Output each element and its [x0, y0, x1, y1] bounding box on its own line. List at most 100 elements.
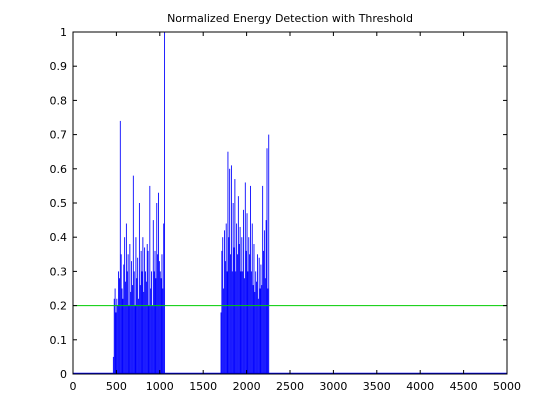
energy-bar [147, 250, 149, 374]
energy-bar [221, 250, 223, 374]
energy-bar [233, 247, 235, 374]
energy-bar [119, 120, 121, 374]
energy-bar [155, 278, 157, 374]
energy-bar [236, 223, 238, 374]
energy-bar [140, 250, 142, 374]
energy-bar [137, 257, 139, 374]
x-tick-label: 1000 [146, 380, 174, 393]
energy-bar [227, 151, 229, 374]
energy-bar [128, 305, 130, 374]
energy-bar [230, 254, 231, 374]
energy-bar [160, 278, 162, 374]
energy-bar [154, 250, 156, 374]
energy-bar [141, 271, 143, 374]
energy-bar [238, 244, 240, 374]
energy-bar [256, 281, 258, 374]
energy-bar [264, 278, 266, 374]
x-tick-label: 4000 [406, 380, 434, 393]
energy-bar [265, 220, 267, 374]
energy-bar [164, 32, 166, 374]
x-tick-label: 2500 [276, 380, 304, 393]
energy-bar [237, 254, 238, 374]
energy-bar [246, 213, 248, 374]
energy-bar [253, 244, 255, 374]
energy-bar [237, 196, 239, 374]
energy-bar [136, 278, 138, 374]
energy-bar [162, 288, 164, 374]
energy-bar [161, 254, 163, 374]
energy-bar [150, 288, 152, 374]
energy-bar [138, 298, 139, 374]
energy-bars [73, 32, 507, 375]
energy-bar [260, 264, 262, 374]
energy-bar [138, 203, 140, 374]
energy-bar [243, 278, 245, 374]
energy-bar [235, 271, 237, 374]
energy-bar [245, 250, 247, 374]
energy-bar [132, 285, 133, 374]
energy-bar [151, 305, 153, 374]
y-tick-label: 0.1 [50, 334, 68, 347]
energy-bar [268, 134, 270, 374]
energy-bar [114, 288, 116, 374]
energy-bar [131, 261, 133, 374]
energy-bar [145, 281, 147, 374]
energy-bar [152, 220, 154, 374]
energy-bar [263, 230, 265, 374]
energy-bar [224, 230, 225, 374]
x-tick-label: 4500 [450, 380, 478, 393]
energy-bar [145, 271, 146, 374]
energy-bar [244, 182, 246, 374]
energy-bar [126, 271, 128, 374]
energy-bar [153, 271, 155, 374]
energy-bar [247, 271, 249, 374]
energy-bar [159, 271, 161, 374]
energy-bar [250, 271, 252, 374]
energy-bar [158, 192, 159, 374]
energy-bar [258, 257, 260, 374]
energy-bar [122, 298, 124, 374]
energy-bar [259, 288, 261, 374]
energy-bar [252, 285, 254, 374]
y-tick-label: 0.7 [50, 129, 68, 142]
energy-bar [156, 203, 158, 374]
energy-bar [226, 271, 228, 374]
energy-bar [149, 185, 151, 374]
energy-bar [116, 298, 118, 374]
energy-bar [254, 291, 256, 374]
energy-bar [144, 247, 146, 374]
energy-bar [132, 175, 134, 374]
energy-bar [224, 261, 226, 374]
energy-bar [115, 312, 117, 374]
y-tick-label: 0.2 [50, 300, 68, 313]
y-tick-label: 0 [60, 368, 67, 381]
energy-bar [234, 179, 236, 374]
energy-bar [257, 298, 259, 374]
energy-bar [117, 305, 119, 374]
energy-bar [232, 203, 234, 374]
energy-bar [240, 271, 242, 374]
x-tick-label: 3500 [363, 380, 391, 393]
energy-bar [125, 223, 127, 374]
energy-bar [231, 271, 233, 374]
energy-bar [146, 244, 148, 374]
energy-bar [133, 271, 135, 374]
y-tick-label: 0.8 [50, 94, 68, 107]
energy-bar [121, 288, 123, 374]
energy-bar [163, 223, 165, 374]
energy-bar [151, 271, 152, 374]
energy-bar [263, 250, 264, 374]
energy-bar [123, 264, 125, 374]
chart-title: Normalized Energy Detection with Thresho… [167, 12, 413, 25]
energy-bar [220, 312, 222, 374]
energy-bar [118, 271, 120, 374]
energy-bar [257, 254, 258, 374]
y-tick-label: 0.5 [50, 197, 68, 210]
energy-bar [127, 254, 129, 374]
x-tick-label: 5000 [493, 380, 521, 393]
energy-bar [139, 285, 141, 374]
energy-bar [148, 305, 150, 374]
y-tick-label: 0.6 [50, 163, 68, 176]
x-tick-label: 3000 [319, 380, 347, 393]
